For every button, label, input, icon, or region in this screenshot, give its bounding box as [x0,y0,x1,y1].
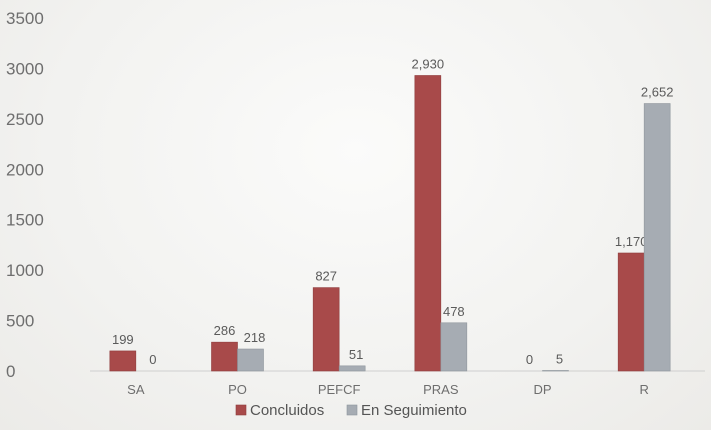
bar-en-seguimiento [440,322,468,372]
data-label: 0 [149,352,156,367]
data-label: 5 [556,351,563,366]
x-category-label: PO [228,382,247,397]
legend-swatch-en-seguimiento [346,404,358,416]
bar-en-seguimiento [338,365,366,372]
data-label: 0 [526,352,533,367]
bar-en-seguimiento [237,348,264,372]
y-tick-label: 3000 [6,59,44,78]
y-tick-label: 1500 [6,211,44,230]
bar-en-seguimiento [643,103,671,372]
y-tick-label: 500 [6,312,34,331]
y-tick-label: 1000 [6,261,44,280]
data-label: 1,170 [615,234,648,249]
legend-label: En Seguimiento [361,402,467,419]
x-category-label: PEFCF [318,382,361,397]
bar-concluidos [211,341,238,372]
x-category-label: SA [127,382,145,397]
data-label: 478 [443,304,465,319]
data-label: 827 [315,269,337,284]
data-label: 286 [214,323,236,338]
x-category-label: PRAS [423,382,459,397]
data-label: 2,930 [412,56,445,71]
x-category-label: DP [533,382,551,397]
bar-concluidos [312,287,340,372]
data-label: 51 [349,347,363,362]
legend-label: Concluidos [250,402,324,419]
bar-concluidos [617,252,645,372]
y-tick-label: 2500 [6,110,44,129]
y-tick-label: 3500 [6,9,44,28]
y-tick-label: 2000 [6,160,44,179]
bar-concluidos [109,350,137,372]
bar-concluidos [414,75,442,372]
bar-en-seguimiento [542,370,569,372]
data-label: 199 [112,332,134,347]
x-category-label: R [639,382,648,397]
data-label: 218 [244,330,266,345]
y-tick-label: 0 [6,362,15,381]
data-label: 2,652 [641,85,674,100]
legend-swatch-concluidos [235,404,247,416]
